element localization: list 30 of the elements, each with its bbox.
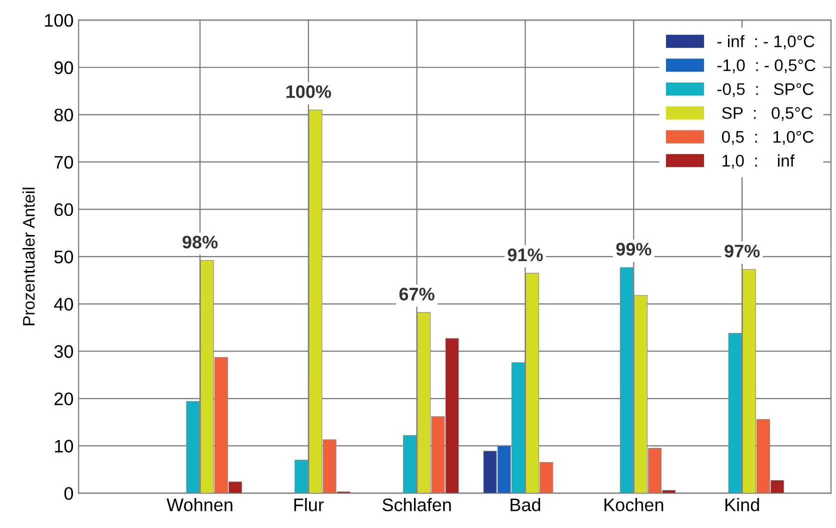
y-tick-label: 80 xyxy=(54,108,74,122)
y-tick-label: 50 xyxy=(54,250,74,264)
x-tick-label: Kochen xyxy=(604,498,664,512)
annotation: 67% xyxy=(399,288,434,301)
x-tick-label: Wohnen xyxy=(166,498,232,512)
x-tick-label: Schlafen xyxy=(382,498,451,512)
y-tick-label: 0 xyxy=(64,487,74,500)
x-tick-label: Bad xyxy=(510,498,540,512)
y-tick-label: 40 xyxy=(54,298,74,311)
y-tick-label: 70 xyxy=(54,156,74,169)
annotation: 100% xyxy=(286,85,332,98)
annotation: 91% xyxy=(508,248,543,262)
x-tick-label: Flur xyxy=(294,498,324,512)
y-tick-label: 60 xyxy=(54,203,74,216)
annotation: 99% xyxy=(616,242,652,256)
x-tick-label: Kind xyxy=(725,498,759,512)
y-tick-label: 20 xyxy=(54,392,74,406)
legend-label: SP : 0,5°C xyxy=(722,107,812,121)
annotation: 97% xyxy=(724,244,760,258)
annotation: 98% xyxy=(182,236,218,248)
y-tick-label: 100 xyxy=(44,14,74,27)
legend-label: 0,5 : 1,0°C xyxy=(722,130,814,145)
legend-label: -1,0 : - 0,5°C xyxy=(717,59,816,74)
y-tick-label: 90 xyxy=(54,61,74,74)
y-tick-label: 10 xyxy=(55,440,74,453)
y-axis-title: Prozentualer Anteil xyxy=(22,188,35,326)
legend-label: 1,0 : inf xyxy=(722,154,795,169)
legend-label: - inf : - 1,0°C xyxy=(717,35,814,50)
legend-label: -0,5 : SP°C xyxy=(717,83,814,98)
y-tick-label: 30 xyxy=(54,345,74,358)
